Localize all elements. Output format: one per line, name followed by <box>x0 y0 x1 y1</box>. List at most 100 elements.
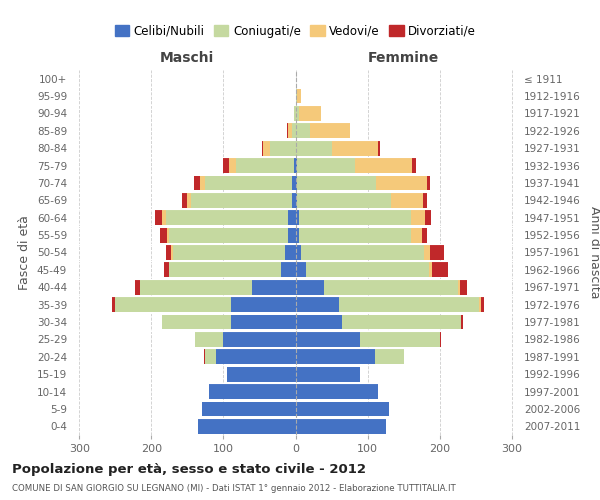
Bar <box>296 141 332 156</box>
Bar <box>287 124 288 138</box>
Bar <box>200 176 205 190</box>
Bar <box>223 332 296 347</box>
Bar <box>160 228 167 242</box>
Bar <box>202 402 296 416</box>
Bar <box>427 176 430 190</box>
Bar <box>288 228 296 242</box>
Bar <box>223 158 229 173</box>
Bar <box>292 193 296 208</box>
Bar <box>379 141 380 156</box>
Bar <box>172 245 173 260</box>
Bar <box>169 262 281 278</box>
Bar <box>310 124 350 138</box>
Bar <box>296 193 297 208</box>
Bar <box>230 298 296 312</box>
Bar <box>422 228 427 242</box>
Bar <box>296 402 389 416</box>
Bar <box>376 176 427 190</box>
Bar <box>204 350 205 364</box>
Bar <box>296 124 310 138</box>
Bar <box>425 210 431 225</box>
Bar <box>343 314 461 330</box>
Y-axis label: Fasce di età: Fasce di età <box>19 215 31 290</box>
Bar <box>296 245 301 260</box>
Bar <box>296 298 339 312</box>
Bar <box>140 280 252 294</box>
Bar <box>296 314 343 330</box>
Bar <box>296 350 375 364</box>
Bar <box>296 419 386 434</box>
Bar <box>294 158 296 173</box>
Bar <box>299 210 411 225</box>
Bar <box>294 106 296 121</box>
Bar <box>296 228 299 242</box>
Bar <box>209 384 296 399</box>
Bar <box>292 176 296 190</box>
Bar <box>164 262 169 278</box>
Bar <box>391 193 423 208</box>
Bar <box>281 262 296 278</box>
Bar <box>296 158 297 173</box>
Bar <box>162 210 166 225</box>
Bar <box>411 210 425 225</box>
Bar <box>440 332 441 347</box>
Bar <box>263 141 270 156</box>
Bar <box>191 193 292 208</box>
Bar <box>296 367 361 382</box>
Bar <box>229 158 236 173</box>
Bar <box>205 176 292 190</box>
Bar <box>325 280 458 294</box>
Bar <box>361 332 440 347</box>
Bar <box>216 350 296 364</box>
Text: Maschi: Maschi <box>160 51 214 65</box>
Bar <box>112 298 115 312</box>
Bar <box>135 280 140 294</box>
Bar <box>236 158 294 173</box>
Bar <box>296 88 297 104</box>
Bar <box>297 158 355 173</box>
Bar <box>424 245 430 260</box>
Bar <box>167 228 169 242</box>
Bar <box>205 350 216 364</box>
Bar <box>296 210 299 225</box>
Text: COMUNE DI SAN GIORGIO SU LEGNANO (MI) - Dati ISTAT 1° gennaio 2012 - Elaborazion: COMUNE DI SAN GIORGIO SU LEGNANO (MI) - … <box>12 484 456 493</box>
Bar <box>299 228 411 242</box>
Bar <box>461 314 463 330</box>
Bar <box>430 245 444 260</box>
Bar <box>284 245 296 260</box>
Bar <box>339 298 479 312</box>
Bar <box>194 176 200 190</box>
Bar <box>297 88 301 104</box>
Bar <box>460 280 467 294</box>
Bar <box>169 228 288 242</box>
Bar <box>262 141 263 156</box>
Bar <box>307 262 429 278</box>
Bar <box>288 124 292 138</box>
Bar <box>458 280 460 294</box>
Bar <box>296 262 307 278</box>
Bar <box>479 298 481 312</box>
Bar <box>115 298 230 312</box>
Bar <box>288 210 296 225</box>
Bar <box>297 176 376 190</box>
Bar <box>423 193 427 208</box>
Text: Femmine: Femmine <box>368 51 439 65</box>
Bar <box>292 124 296 138</box>
Legend: Celibi/Nubili, Coniugati/e, Vedovi/e, Divorziati/e: Celibi/Nubili, Coniugati/e, Vedovi/e, Di… <box>112 21 479 41</box>
Y-axis label: Anni di nascita: Anni di nascita <box>587 206 600 298</box>
Bar <box>433 262 448 278</box>
Bar <box>411 228 422 242</box>
Bar <box>299 106 321 121</box>
Bar <box>162 314 230 330</box>
Bar <box>301 245 424 260</box>
Bar <box>297 193 391 208</box>
Bar <box>173 245 284 260</box>
Bar <box>412 158 416 173</box>
Bar <box>227 367 296 382</box>
Bar <box>296 176 297 190</box>
Bar <box>187 193 191 208</box>
Bar <box>166 245 172 260</box>
Bar <box>270 141 296 156</box>
Bar <box>296 280 325 294</box>
Bar <box>375 350 404 364</box>
